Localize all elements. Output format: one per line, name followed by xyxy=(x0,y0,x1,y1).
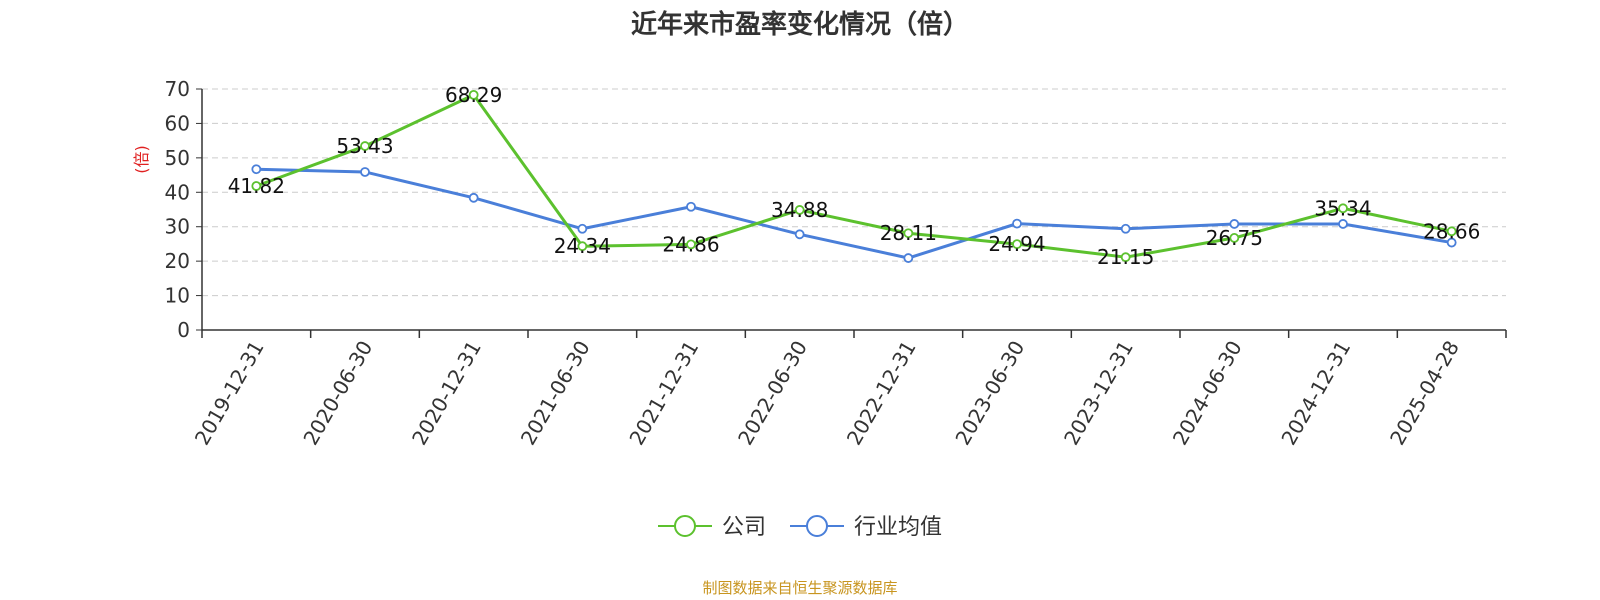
x-tick-label: 2024-12-31 xyxy=(1276,337,1355,450)
x-tick-label: 2025-04-28 xyxy=(1385,337,1464,450)
y-axis-label: (倍) xyxy=(132,145,151,174)
chart-title: 近年来市盈率变化情况（倍） xyxy=(630,10,969,40)
x-tick-label: 2022-06-30 xyxy=(733,337,812,450)
data-label: 24.34 xyxy=(554,234,611,258)
legend-item-0: 公司 xyxy=(658,515,766,540)
data-point xyxy=(1012,239,1022,250)
data-point xyxy=(360,167,370,177)
data-point xyxy=(360,141,370,151)
x-tick-label: 2023-06-30 xyxy=(950,337,1029,450)
grid-lines xyxy=(202,88,1506,297)
series-line-1 xyxy=(256,167,1452,260)
data-point xyxy=(903,228,914,239)
y-tick-label: 40 xyxy=(165,180,190,204)
data-point xyxy=(251,181,262,191)
data-point xyxy=(686,201,696,212)
data-label: 21.15 xyxy=(1097,245,1154,269)
legend: 公司 行业均值 xyxy=(658,515,942,540)
data-point xyxy=(468,89,479,100)
data-label: 53.43 xyxy=(336,134,393,158)
data-point xyxy=(468,192,479,203)
x-tick-label: 2020-06-30 xyxy=(298,337,377,450)
data-point xyxy=(1120,223,1131,234)
data-labels: 41.82 53.43 68.29 24.34 24.86 34.88 28.11 24.94… xyxy=(228,83,1481,269)
data-label: 28.11 xyxy=(880,221,937,245)
data-point xyxy=(794,229,805,240)
axes: 0 10 20 30 40 50 60 70 (倍) 2019-12-31 2020-06-30 20… xyxy=(132,77,1507,450)
x-tick-label: 2022-12-31 xyxy=(842,336,921,449)
data-point xyxy=(686,239,696,250)
data-point xyxy=(903,253,914,263)
y-tick-label: 0 xyxy=(177,318,190,342)
legend-label: 公司 xyxy=(722,515,766,540)
y-tick-label: 60 xyxy=(165,111,190,135)
legend-marker xyxy=(806,515,828,537)
legend-marker xyxy=(674,515,696,537)
data-label: 35.34 xyxy=(1314,196,1371,220)
data-point xyxy=(794,205,805,215)
source-note: 制图数据来自恒生聚源数据库 xyxy=(702,579,898,597)
series-line-0 xyxy=(255,93,1452,259)
y-tick-label: 50 xyxy=(165,146,190,170)
x-tick-label: 2021-06-30 xyxy=(516,337,595,450)
data-point xyxy=(1338,219,1348,229)
data-point xyxy=(1229,233,1240,243)
series-lines xyxy=(251,89,1457,263)
data-point xyxy=(1120,252,1131,263)
data-point xyxy=(577,241,588,252)
data-point xyxy=(1229,219,1240,229)
x-tick-label: 2023-12-31 xyxy=(1059,337,1138,450)
data-label: 28.66 xyxy=(1423,219,1480,243)
y-tick-label: 10 xyxy=(165,284,190,308)
x-tick-label: 2024-06-30 xyxy=(1168,337,1247,450)
data-label: 24.94 xyxy=(988,232,1045,256)
data-point xyxy=(1446,237,1457,248)
data-point xyxy=(1012,218,1022,229)
data-point xyxy=(1446,226,1457,237)
data-point xyxy=(577,223,588,234)
data-label: 34.88 xyxy=(771,198,828,222)
data-label: 41.82 xyxy=(228,174,285,198)
x-tick-label: 2021-12-31 xyxy=(624,337,703,450)
y-tick-label: 20 xyxy=(165,249,190,273)
data-point xyxy=(251,164,262,175)
x-tick-label: 2020-12-31 xyxy=(407,336,486,449)
legend-label: 行业均值 xyxy=(854,515,942,540)
x-tick-label: 2019-12-31 xyxy=(190,337,269,450)
data-label: 24.86 xyxy=(662,232,719,256)
data-label: 68.29 xyxy=(445,83,502,107)
legend-item-1: 行业均值 xyxy=(790,515,942,540)
data-label: 26.75 xyxy=(1206,226,1263,250)
data-point xyxy=(1338,203,1348,214)
y-tick-label: 30 xyxy=(165,215,190,239)
y-tick-label: 70 xyxy=(165,77,190,101)
